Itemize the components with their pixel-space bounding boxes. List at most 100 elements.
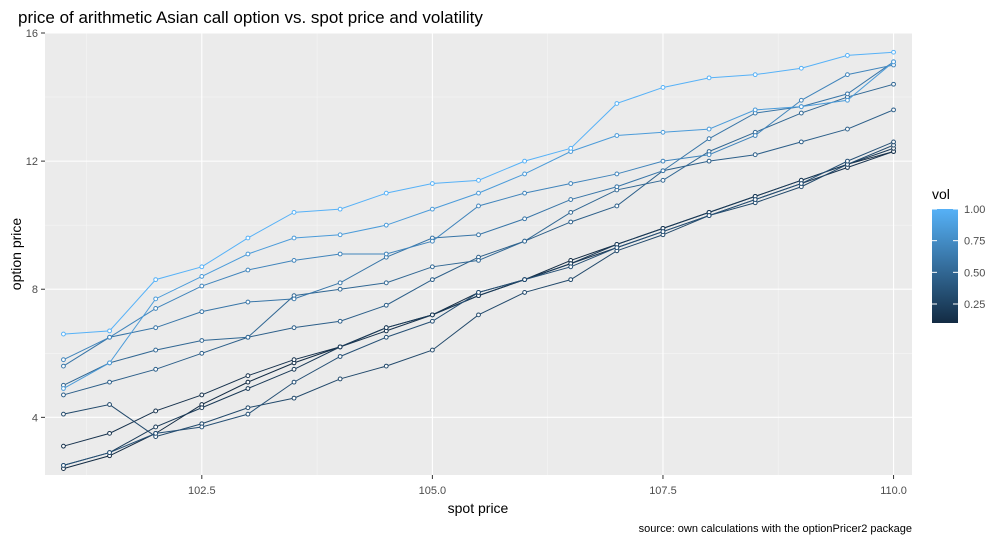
data-point xyxy=(660,168,666,174)
data-point xyxy=(199,274,205,279)
data-point xyxy=(614,171,620,177)
data-point xyxy=(845,91,850,97)
data-point xyxy=(61,331,66,337)
data-point xyxy=(660,85,666,90)
data-point xyxy=(153,408,159,414)
data-point xyxy=(107,360,112,366)
data-point xyxy=(706,126,712,132)
x-tick-label: 105.0 xyxy=(419,485,447,497)
data-point xyxy=(383,190,389,196)
data-point xyxy=(476,203,481,209)
series-vol-0.3 xyxy=(61,142,896,439)
major-gridlines xyxy=(45,32,912,475)
x-tick-label: 110.0 xyxy=(880,485,907,497)
data-point xyxy=(291,296,297,302)
data-point xyxy=(706,158,712,164)
data-point xyxy=(845,53,850,58)
data-point xyxy=(383,280,389,286)
data-point xyxy=(614,133,620,138)
data-point xyxy=(291,395,297,401)
data-point xyxy=(291,325,297,331)
data-point xyxy=(476,190,481,196)
data-point xyxy=(245,386,251,391)
data-point xyxy=(245,299,251,305)
plot-panel xyxy=(45,33,912,475)
data-point xyxy=(798,97,804,103)
data-point xyxy=(383,334,389,340)
x-axis-title: spot price xyxy=(448,500,509,516)
data-point xyxy=(291,357,297,363)
chart-title: price of arithmetic Asian call option vs… xyxy=(18,8,483,27)
legend-label: 1.00 xyxy=(964,204,985,216)
y-axis-title: option price xyxy=(8,218,24,291)
data-point xyxy=(61,462,66,468)
data-point xyxy=(383,302,389,308)
data-point xyxy=(337,318,343,324)
data-point xyxy=(568,219,574,225)
data-point xyxy=(476,290,481,295)
data-point xyxy=(568,145,574,151)
data-point xyxy=(153,296,159,302)
data-point xyxy=(476,312,481,318)
data-point xyxy=(245,251,251,257)
data-point xyxy=(706,75,712,81)
data-point xyxy=(337,251,343,257)
data-point xyxy=(522,190,528,196)
data-point xyxy=(429,238,435,244)
data-point xyxy=(752,197,758,202)
data-point xyxy=(337,354,343,359)
data-point xyxy=(429,206,435,212)
data-point xyxy=(107,450,112,455)
data-point xyxy=(568,209,574,215)
data-point xyxy=(660,229,666,234)
data-point xyxy=(706,136,712,142)
data-point xyxy=(429,181,435,186)
data-point xyxy=(660,129,666,135)
data-point xyxy=(614,184,620,190)
data-point xyxy=(614,245,620,250)
data-point xyxy=(476,177,481,183)
data-point xyxy=(476,258,481,263)
data-point xyxy=(245,267,251,273)
data-point xyxy=(522,290,528,295)
legend-colorbar xyxy=(932,209,958,323)
data-point xyxy=(337,286,343,292)
data-point xyxy=(752,152,758,158)
data-point xyxy=(568,264,574,270)
data-point xyxy=(337,280,343,286)
minor-gridlines xyxy=(45,33,912,475)
y-tick-label: 12 xyxy=(26,156,38,168)
data-point xyxy=(245,405,251,411)
data-point xyxy=(522,238,528,244)
data-point xyxy=(291,258,297,263)
data-point xyxy=(845,97,850,103)
data-point xyxy=(153,325,159,331)
data-point xyxy=(337,206,343,212)
data-point xyxy=(199,309,205,315)
data-point xyxy=(568,197,574,202)
data-point xyxy=(107,402,112,407)
data-point xyxy=(383,222,389,228)
data-point xyxy=(798,104,804,110)
data-point xyxy=(798,65,804,71)
data-point xyxy=(245,373,251,379)
data-point xyxy=(153,306,159,311)
data-point xyxy=(153,277,159,283)
x-tick-label: 102.5 xyxy=(188,485,216,497)
data-point xyxy=(153,366,159,372)
data-point xyxy=(568,277,574,283)
data-point xyxy=(291,379,297,385)
data-point xyxy=(752,133,758,138)
data-point xyxy=(845,158,850,164)
data-point xyxy=(245,379,251,385)
data-point xyxy=(383,325,389,331)
data-point xyxy=(429,347,435,353)
data-point xyxy=(614,101,620,106)
data-point xyxy=(61,357,66,363)
data-point xyxy=(706,213,712,218)
data-point xyxy=(61,411,66,417)
y-tick-label: 4 xyxy=(32,412,38,424)
data-point xyxy=(245,334,251,340)
data-point xyxy=(891,139,896,145)
